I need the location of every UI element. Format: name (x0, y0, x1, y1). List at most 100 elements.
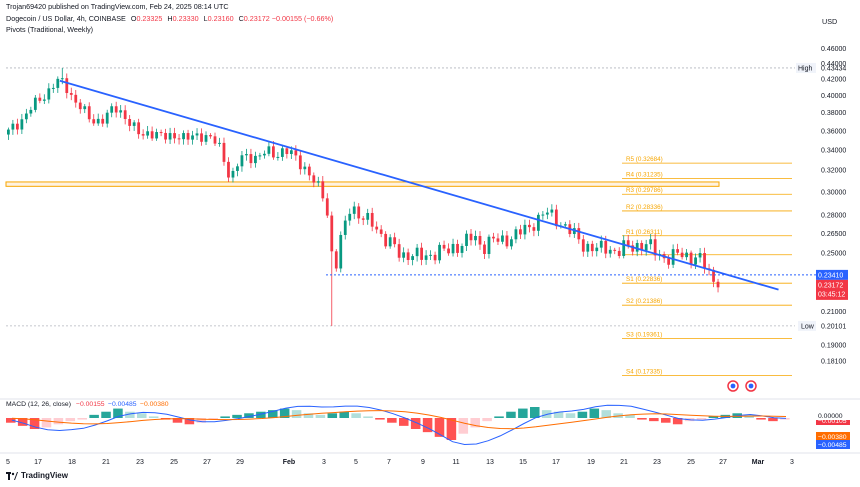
candle-body (505, 235, 509, 247)
macd-histogram-bar (637, 418, 647, 420)
candle-body (671, 249, 675, 265)
candle-body (78, 102, 82, 110)
descending-trendline[interactable] (59, 79, 779, 291)
candle-body (590, 243, 594, 252)
macd-value-tag (816, 432, 850, 441)
candle-body (626, 240, 630, 246)
macd-histogram-bar (256, 411, 266, 418)
macd-histogram-bar (422, 418, 433, 433)
macd-histogram-bar (446, 418, 457, 440)
candle-body (339, 234, 343, 269)
macd-histogram-bar (101, 411, 111, 418)
ohlc-close-value: 0.23172 (243, 14, 270, 23)
candle-body (393, 237, 397, 245)
candle-body (92, 119, 96, 124)
support-zone[interactable] (5, 181, 720, 187)
candle-body (96, 118, 100, 124)
candle-body (554, 209, 558, 227)
macd-value-hist: −0.00155 (76, 401, 105, 408)
last-price-value-red: 0.23172 (818, 282, 843, 289)
candle-body (613, 249, 617, 251)
macd-histogram-bar (470, 418, 480, 428)
candle-body (523, 224, 527, 235)
candle-body (397, 244, 401, 258)
macd-histogram-bar (768, 418, 778, 422)
time-tick-label: Feb (283, 459, 295, 466)
candle-body (474, 235, 477, 241)
macd-value-signal: −0.00380 (140, 401, 169, 408)
macd-histogram-bar (494, 416, 504, 418)
candle-body (159, 132, 163, 134)
candle-body (168, 133, 172, 140)
macd-histogram-bar (6, 418, 16, 423)
candle-body (649, 239, 653, 245)
candle-body (586, 243, 590, 252)
pivot-label-r3: R3 (0.29786) (626, 187, 663, 194)
macd-histogram-bar (410, 418, 421, 429)
candle-body (667, 258, 671, 265)
candle-body (528, 224, 531, 228)
last-price-tag-blue (816, 269, 848, 280)
macd-histogram-bar (506, 411, 516, 418)
candle-body (545, 212, 549, 215)
macd-histogram-bar (148, 416, 159, 418)
pivot-label-r4: R4 (0.31235) (626, 171, 663, 178)
candle-body (209, 135, 212, 137)
low-label-box (798, 320, 816, 331)
candle-body (321, 181, 325, 199)
candle-body (141, 134, 145, 136)
candle-body (712, 269, 715, 282)
macd-histogram-bar (113, 408, 123, 418)
macd-histogram-bar (553, 411, 564, 418)
macd-value-tag-text: −0.00105 (818, 418, 847, 425)
tradingview-brand-text: TradingView (21, 471, 68, 480)
price-tick-label: 0.21000 (821, 309, 846, 316)
candle-body (451, 243, 455, 254)
candle-body (258, 155, 262, 157)
candle-body (137, 122, 141, 135)
last-price-tag-red (816, 279, 848, 300)
price-tick-label: 0.25000 (821, 250, 846, 257)
candle-body (249, 154, 253, 164)
candle-body (334, 251, 338, 269)
candle-body (456, 243, 459, 253)
pivot-label-r2: R2 (0.28336) (626, 204, 663, 211)
macd-histogram-bar (363, 416, 373, 418)
macd-histogram-bar (244, 413, 254, 418)
macd-histogram-bar (172, 418, 183, 423)
candle-body (631, 245, 635, 252)
macd-histogram-bar (672, 418, 683, 425)
ohlc-low-value: 0.23160 (207, 14, 234, 23)
price-tick-label: 0.26500 (821, 231, 846, 238)
macd-histogram-bar (268, 410, 278, 418)
macd-histogram-bar (625, 414, 635, 418)
macd-histogram-bar (29, 418, 40, 429)
macd-histogram-bar (53, 418, 64, 425)
candle-body (460, 245, 464, 253)
low-label: Low (801, 323, 815, 330)
candle-body (191, 135, 194, 140)
candle-body (694, 257, 697, 265)
candle-body (608, 249, 612, 254)
candle-body (271, 146, 275, 158)
candle-body (298, 155, 302, 170)
candle-body (676, 249, 680, 253)
candle-body (29, 109, 33, 114)
candle-body (164, 132, 167, 140)
event-flag-icon-core (730, 383, 736, 389)
candle-body (155, 132, 159, 139)
candle-body (231, 170, 235, 178)
macd-histogram-bar (387, 418, 397, 423)
candle-body (415, 247, 419, 257)
candle-body (402, 252, 406, 258)
candle-body (469, 233, 473, 241)
candle-body (599, 240, 603, 248)
macd-histogram-bar (184, 418, 195, 425)
candle-body (87, 106, 91, 120)
time-tick-label: 29 (236, 459, 244, 466)
candle-body (11, 123, 15, 130)
candle-body (245, 154, 248, 156)
macd-histogram-bar (303, 413, 314, 418)
candle-body (716, 281, 720, 288)
